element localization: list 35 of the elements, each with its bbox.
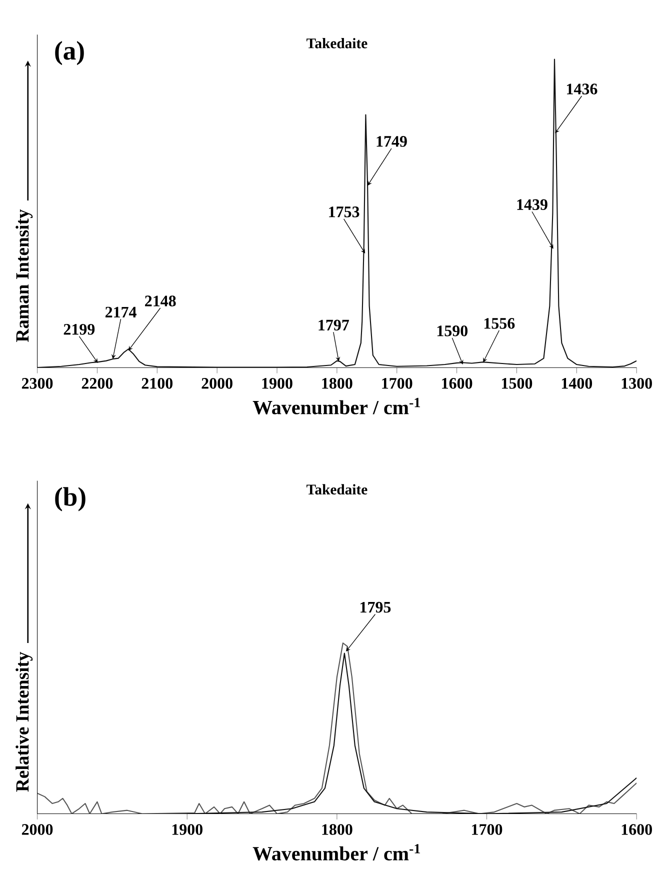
y-axis-title: Relative Intensity bbox=[16, 652, 33, 792]
annotation: 2199 bbox=[64, 324, 95, 335]
annotation: 1753 bbox=[329, 206, 360, 218]
annotation: 1556 bbox=[484, 318, 515, 329]
x-tick-label: 1800 bbox=[322, 824, 352, 835]
x-tick-label: 1400 bbox=[562, 378, 592, 389]
annotation: (a) bbox=[55, 41, 84, 66]
x-tick-label: 2000 bbox=[22, 824, 53, 835]
x-tick-label: 1800 bbox=[322, 378, 352, 389]
x-tick-label: 2200 bbox=[82, 378, 113, 389]
text: (b) bbox=[55, 487, 86, 512]
annotation: 1797 bbox=[318, 320, 350, 331]
x-tick-label: 2100 bbox=[142, 378, 173, 389]
x-tick-label: 2300 bbox=[22, 378, 53, 389]
y-axis-title: Raman Intensity bbox=[16, 209, 33, 342]
x-tick-label: 2000 bbox=[202, 378, 232, 389]
x-tick-label: 1700 bbox=[382, 378, 412, 389]
annotation: 2148 bbox=[145, 296, 176, 306]
x-axis-title: Wavenumber / cm$^{-1}$ bbox=[252, 844, 420, 861]
annotation: 2174 bbox=[106, 306, 137, 318]
chart-title: Takedaite bbox=[306, 38, 368, 48]
annotation: 1439 bbox=[517, 199, 548, 210]
x-tick-label: 1600 bbox=[442, 378, 472, 389]
annotation: 1436 bbox=[567, 84, 598, 94]
x-tick-label: 1700 bbox=[472, 824, 502, 835]
chart-title: Takedaite bbox=[306, 484, 368, 494]
x-tick-label: 1500 bbox=[502, 378, 532, 389]
x-tick-label: 1900 bbox=[172, 824, 203, 835]
annotation: 1590 bbox=[437, 325, 468, 336]
annotation: 1749 bbox=[376, 136, 407, 147]
x-axis-title: Wavenumber / cm$^{-1}$ bbox=[252, 398, 420, 414]
x-tick-label: 1300 bbox=[622, 378, 652, 389]
x-tick-label: 1600 bbox=[622, 824, 652, 835]
annotation: 1795 bbox=[360, 602, 391, 613]
x-tick-label: 1900 bbox=[262, 378, 292, 389]
